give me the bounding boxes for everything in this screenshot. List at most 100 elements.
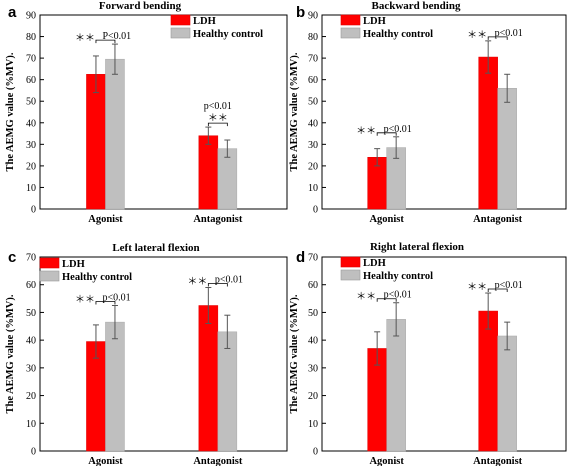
- significance-stars: ＊＊: [356, 126, 376, 137]
- panel-letter: c: [8, 249, 16, 266]
- legend-swatch: [340, 27, 361, 39]
- x-tick-label: Agonist: [88, 456, 123, 466]
- bar-ldh: [478, 56, 498, 210]
- legend: LDH Healthy control: [340, 256, 433, 282]
- legend-swatch: [340, 269, 361, 281]
- x-tick-label: Antagonist: [193, 456, 243, 466]
- legend-label: LDH: [363, 16, 386, 27]
- p-value-label: p<0.01: [215, 274, 243, 285]
- legend-label: LDH: [363, 258, 386, 269]
- y-tick-label: 60: [26, 280, 36, 291]
- legend-swatch: [39, 257, 60, 269]
- legend: LDH Healthy control: [170, 14, 263, 40]
- y-tick-label: 20: [26, 161, 36, 172]
- y-tick-label: 50: [308, 97, 318, 108]
- plot-frame: [39, 14, 288, 210]
- significance-bracket: [376, 298, 397, 302]
- legend-swatch: [170, 14, 191, 26]
- y-tick-label: 40: [26, 336, 36, 347]
- legend-swatch: [340, 256, 361, 268]
- y-axis-label: The AEMG value (%MV).: [5, 294, 16, 413]
- p-value-label: p<0.01: [495, 280, 523, 291]
- significance-stars: ＊＊: [208, 113, 228, 124]
- y-tick-label: 10: [308, 419, 318, 430]
- significance-bracket: [95, 301, 116, 305]
- significance-stars: ＊＊: [75, 295, 95, 306]
- bar-healthy-control: [497, 88, 517, 210]
- y-axis-label: The AEMG value (%MV).: [5, 52, 16, 171]
- significance-stars: ＊＊: [467, 30, 487, 41]
- panel-d: d Right lateral flexion The AEMG value (%M…: [289, 241, 567, 466]
- y-tick-label: 80: [308, 32, 318, 43]
- y-tick-label: 10: [26, 419, 36, 430]
- y-tick-label: 70: [308, 54, 318, 65]
- y-axis-label: The AEMG value (%MV).: [289, 294, 300, 413]
- bar-healthy-control: [105, 321, 125, 452]
- significance-bracket: [376, 132, 397, 136]
- y-tick-label: 90: [26, 11, 36, 22]
- panel-title: Right lateral flexion: [370, 241, 464, 253]
- x-tick-label: Antagonist: [193, 214, 243, 225]
- plot-frame: [321, 14, 567, 210]
- legend-swatch: [170, 27, 191, 39]
- panel-b: b Backward bending The AEMG value (%MV). 0 1…: [289, 0, 567, 225]
- y-tick-label: 60: [308, 280, 318, 291]
- panel-title: Left lateral flexion: [112, 242, 199, 254]
- y-tick-label: 80: [26, 32, 36, 43]
- legend-swatch: [340, 14, 361, 26]
- y-tick-label: 40: [308, 336, 318, 347]
- y-tick-label: 50: [26, 97, 36, 108]
- panel-a: a Forward bending The AEMG value (%MV). 0 10…: [5, 0, 288, 225]
- legend-label: Healthy control: [363, 29, 433, 40]
- significance-bracket: [207, 283, 228, 287]
- p-value-label: P<0.01: [102, 31, 131, 42]
- y-tick-label: 70: [308, 253, 318, 264]
- y-tick-label: 60: [308, 75, 318, 86]
- significance-stars: ＊＊: [75, 33, 95, 44]
- y-tick-label: 0: [31, 205, 36, 216]
- p-value-label: p<0.01: [495, 28, 523, 39]
- bar-ldh: [198, 135, 219, 210]
- significance-bracket: [207, 122, 228, 127]
- significance-stars: ＊＊: [356, 292, 376, 303]
- y-tick-label: 20: [308, 391, 318, 402]
- y-tick-label: 30: [26, 140, 36, 151]
- x-tick-label: Antagonist: [473, 456, 523, 466]
- y-tick-label: 90: [308, 11, 318, 22]
- significance-bracket: [95, 39, 116, 44]
- y-tick-label: 50: [308, 308, 318, 319]
- y-tick-label: 70: [26, 253, 36, 264]
- y-tick-label: 10: [308, 183, 318, 194]
- x-tick-label: Agonist: [88, 214, 123, 225]
- y-tick-label: 40: [308, 118, 318, 129]
- legend-label: Healthy control: [363, 271, 433, 282]
- p-value-label: p<0.01: [384, 124, 412, 135]
- legend: LDH Healthy control: [340, 14, 433, 40]
- panel-letter: b: [296, 4, 305, 21]
- bar-healthy-control: [386, 319, 406, 452]
- y-tick-label: 0: [313, 205, 318, 216]
- p-value-label: p<0.01: [204, 101, 232, 112]
- y-tick-label: 0: [31, 447, 36, 458]
- x-tick-label: Agonist: [369, 456, 404, 466]
- y-tick-label: 0: [313, 447, 318, 458]
- y-tick-label: 30: [308, 363, 318, 374]
- bar-ldh: [86, 74, 106, 210]
- bar-ldh: [198, 305, 219, 452]
- y-axis-label: The AEMG value (%MV).: [289, 52, 300, 171]
- p-value-label: p<0.01: [102, 293, 130, 304]
- x-tick-label: Antagonist: [473, 214, 523, 225]
- y-tick-label: 10: [26, 183, 36, 194]
- panel-letter: a: [8, 4, 17, 21]
- legend-label: LDH: [62, 259, 85, 270]
- plot-frame: [321, 256, 567, 452]
- x-tick-label: Agonist: [369, 214, 404, 225]
- panel-title: Backward bending: [372, 0, 461, 12]
- y-tick-label: 20: [308, 161, 318, 172]
- y-tick-label: 40: [26, 118, 36, 129]
- panel-letter: d: [296, 249, 305, 266]
- bar-healthy-control: [105, 58, 125, 210]
- legend-swatch: [39, 270, 60, 282]
- y-tick-label: 30: [308, 140, 318, 151]
